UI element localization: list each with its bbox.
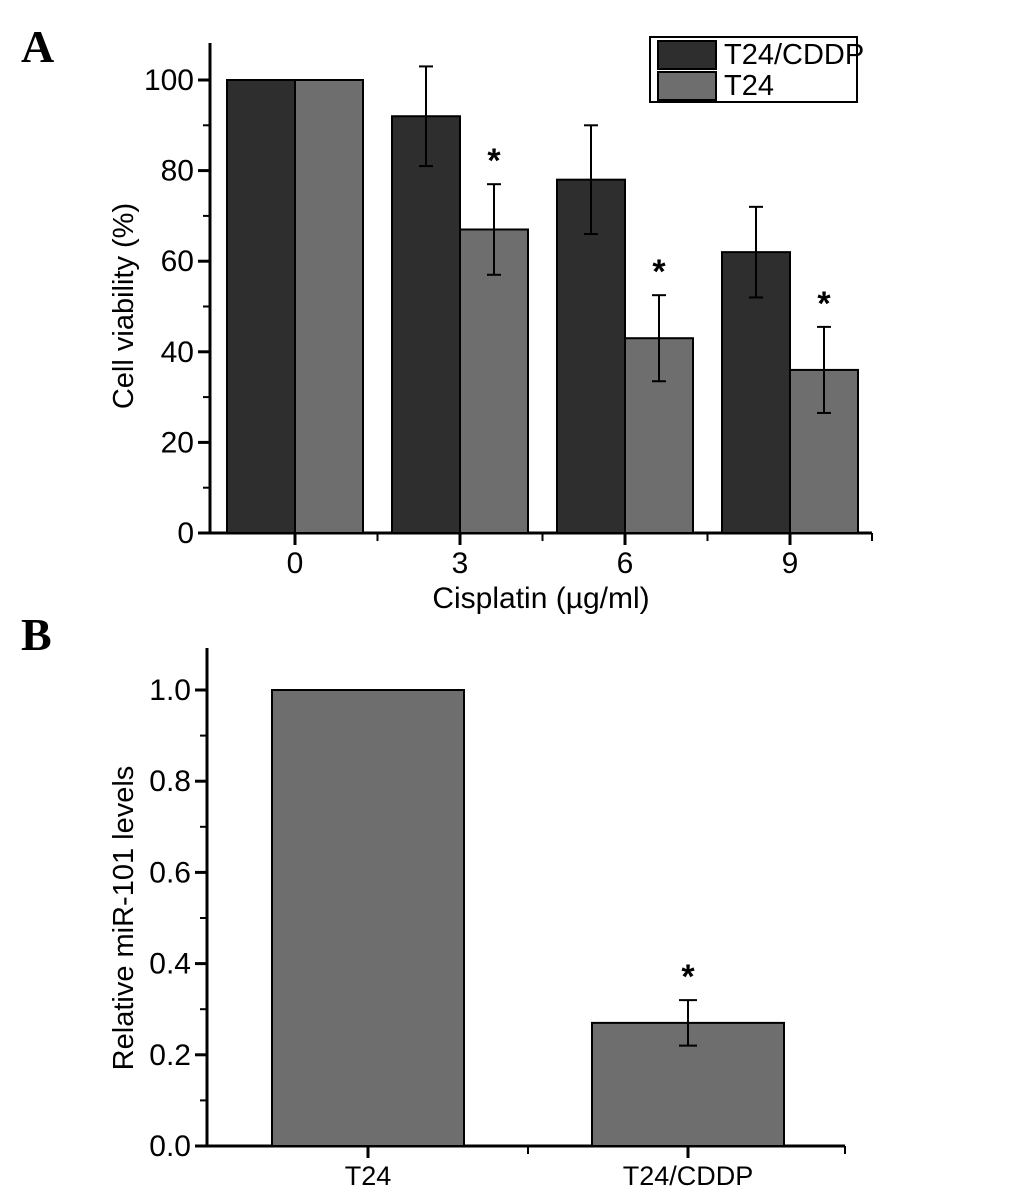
panel-b-y-tick-label: 0.4 xyxy=(149,948,191,981)
panel-a-bar-t24-0 xyxy=(294,79,364,534)
panel-a-bar-t24cddp-0 xyxy=(226,79,296,534)
panel-b-y-tick-label: 0.6 xyxy=(149,856,191,889)
panel-b-y-tick-label: 0.0 xyxy=(149,1130,191,1163)
panel-a-x-tick-label: 9 xyxy=(782,547,799,580)
panel-a-legend-label: T24/CDDP xyxy=(724,39,864,71)
panel-a-y-tick-label: 40 xyxy=(161,336,194,369)
panel-b-x-tick-label: T24/CDDP xyxy=(623,1161,754,1191)
panel-b-letter: B xyxy=(21,609,52,660)
panel-a-legend-swatch-t24cddp xyxy=(657,40,717,70)
panel-b-y-tick-label: 0.8 xyxy=(149,765,191,798)
panel-a-bar-t24cddp-6 xyxy=(556,178,626,534)
panel-a-letter: A xyxy=(21,21,55,72)
panel-b-bar-t24-t24 xyxy=(271,689,465,1147)
panel-b-y-tick-label: 1.0 xyxy=(149,674,191,707)
panel-a-significance-marker: * xyxy=(817,285,831,323)
panel-b-y-axis-label: Relative miR-101 levels xyxy=(108,766,140,1071)
panel-a-x-axis-label: Cisplatin (µg/ml) xyxy=(432,582,649,615)
panel-a-bar-t24-3 xyxy=(459,228,529,535)
panel-a-x-tick-label: 0 xyxy=(287,547,304,580)
panel-b-y-tick-label: 0.2 xyxy=(149,1039,191,1072)
panel-a-y-tick-label: 0 xyxy=(177,517,194,550)
panel-a-x-tick-label: 6 xyxy=(617,547,634,580)
panel-b-significance-marker: * xyxy=(681,958,695,996)
panel-a-y-tick-label: 100 xyxy=(144,64,194,97)
panel-a-x-tick-label: 3 xyxy=(452,547,469,580)
panel-a-legend-swatch-t24 xyxy=(657,71,717,101)
panel-a-significance-marker: * xyxy=(652,253,666,291)
panel-a-significance-marker: * xyxy=(487,142,501,180)
panel-a-bar-t24cddp-3 xyxy=(391,115,461,535)
panel-a-y-axis-label: Cell viability (%) xyxy=(108,203,140,409)
panel-a-y-tick-label: 60 xyxy=(161,245,194,278)
panel-a-legend-label: T24 xyxy=(724,70,774,102)
panel-b-x-tick-label: T24 xyxy=(345,1161,392,1191)
panel-a-y-tick-label: 80 xyxy=(161,155,194,188)
panel-a-y-tick-label: 20 xyxy=(161,426,194,459)
